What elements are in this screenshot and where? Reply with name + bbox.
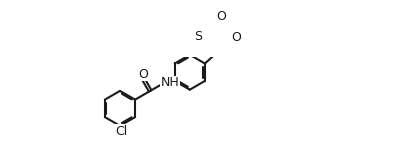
Text: O: O: [217, 10, 227, 23]
Text: O: O: [231, 31, 241, 44]
Text: NH: NH: [160, 76, 179, 89]
Text: O: O: [138, 68, 148, 81]
Text: Cl: Cl: [115, 125, 127, 138]
Text: S: S: [194, 30, 202, 43]
